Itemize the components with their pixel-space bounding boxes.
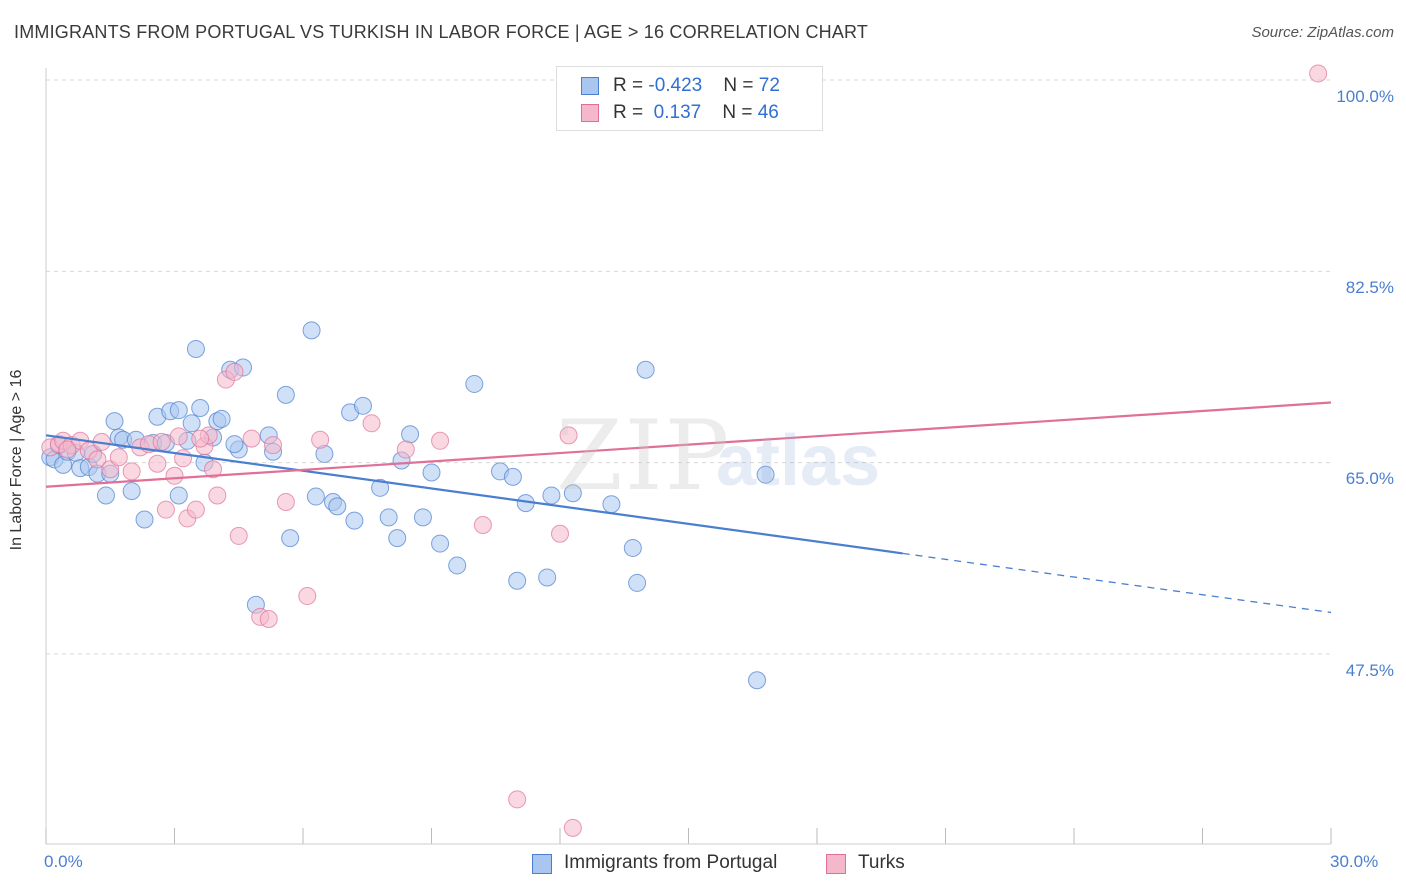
watermark-zip: ZIP [556,400,732,512]
portugal-point [448,556,467,575]
turks-trend-line [45,401,1332,488]
watermark-atlas: atlas [716,421,881,501]
legend-swatch-turks [581,104,599,122]
portugal-point [371,478,390,497]
portugal-point [431,534,450,553]
turks-point [152,432,171,451]
turks-point [148,454,167,473]
legend-n-value: 46 [757,102,779,123]
y-tick-label: 65.0% [1345,469,1394,488]
y-tick-label: 82.5% [1345,278,1394,297]
turks-point [186,500,205,519]
portugal-point [636,360,655,379]
y-axis-label: In Labor Force | Age > 16 [8,369,25,551]
x-tick-label: 0.0% [44,852,83,871]
portugal-trend-line [45,434,903,555]
portugal-point [281,529,300,548]
portugal-point [538,568,557,587]
bottom-legend-swatch-turks [826,854,846,874]
legend-r-value: -0.423 [648,75,703,96]
portugal-point [276,385,295,404]
portugal-point [401,425,420,444]
portugal-point [96,486,115,505]
portugal-point [328,497,347,516]
portugal-point [225,435,244,454]
portugal-point [422,463,441,482]
turks-point [229,526,248,545]
legend-n-label: N = [722,102,758,123]
portugal-point [388,529,407,548]
portugal-point [345,511,364,530]
y-tick-label: 47.5% [1345,661,1394,680]
turks-point [276,493,295,512]
x-tick-label: 30.0% [1330,852,1379,871]
portugal-point [413,508,432,527]
portugal-trend-line-extension [902,552,1332,614]
portugal-point [465,374,484,393]
portugal-point [563,484,582,503]
portugal-point [182,414,201,433]
turks-point [559,426,578,445]
legend-swatch-portugal [581,77,599,95]
portugal-point [756,465,775,484]
turks-point [298,587,317,606]
portugal-point [503,467,522,486]
turks-point [259,610,278,629]
turks-point [109,448,128,467]
legend-r-label: R = [613,102,649,123]
turks-point [58,440,77,459]
portugal-point [508,571,527,590]
turks-point [1309,64,1328,83]
turks-point [473,515,492,534]
bottom-legend-label: Turks [858,852,905,873]
turks-point [156,500,175,519]
turks-point [396,440,415,459]
chart-title: IMMIGRANTS FROM PORTUGAL VS TURKISH IN L… [14,22,869,42]
portugal-point [623,538,642,557]
portugal-point [135,510,154,529]
portugal-point [353,396,372,415]
y-tick-label: 100.0% [1336,87,1394,106]
turks-point [362,414,381,433]
portugal-point [628,573,647,592]
portugal-point [212,409,231,428]
turks-point [551,524,569,543]
portugal-point [302,321,321,340]
bottom-legend-label: Immigrants from Portugal [564,852,778,873]
turks-point [122,462,141,481]
portugal-point [105,412,124,431]
turks-point [165,466,184,485]
turks-point [264,436,283,455]
legend-r-label: R = [613,75,649,96]
legend-n-label: N = [723,75,759,96]
turks-point [169,427,188,446]
portugal-point [306,487,325,506]
turks-point [242,429,261,448]
turks-point [311,430,330,449]
bottom-legend-swatch-portugal [532,854,552,874]
y-axis-label-wrap: In Labor Force | Age > 16 [8,370,48,551]
turks-point [225,362,244,381]
portugal-point [169,486,188,505]
portugal-point [379,508,398,527]
turks-point [508,790,527,809]
turks-point [204,460,223,479]
legend-r-value: 0.137 [648,102,702,123]
portugal-point [169,401,188,420]
source-label: Source: ZipAtlas.com [1251,24,1394,41]
portugal-point [122,482,141,501]
turks-point [208,486,227,505]
legend-n-value: 72 [758,75,780,96]
stats-legend: R = -0.423 N = 72 R = 0.137 N = 46 [556,66,823,131]
portugal-point [191,399,210,417]
portugal-point [748,671,767,690]
turks-point [431,431,450,450]
turks-point [563,818,582,837]
turks-point [191,429,210,448]
portugal-point [186,339,205,358]
turks-point [88,450,107,469]
